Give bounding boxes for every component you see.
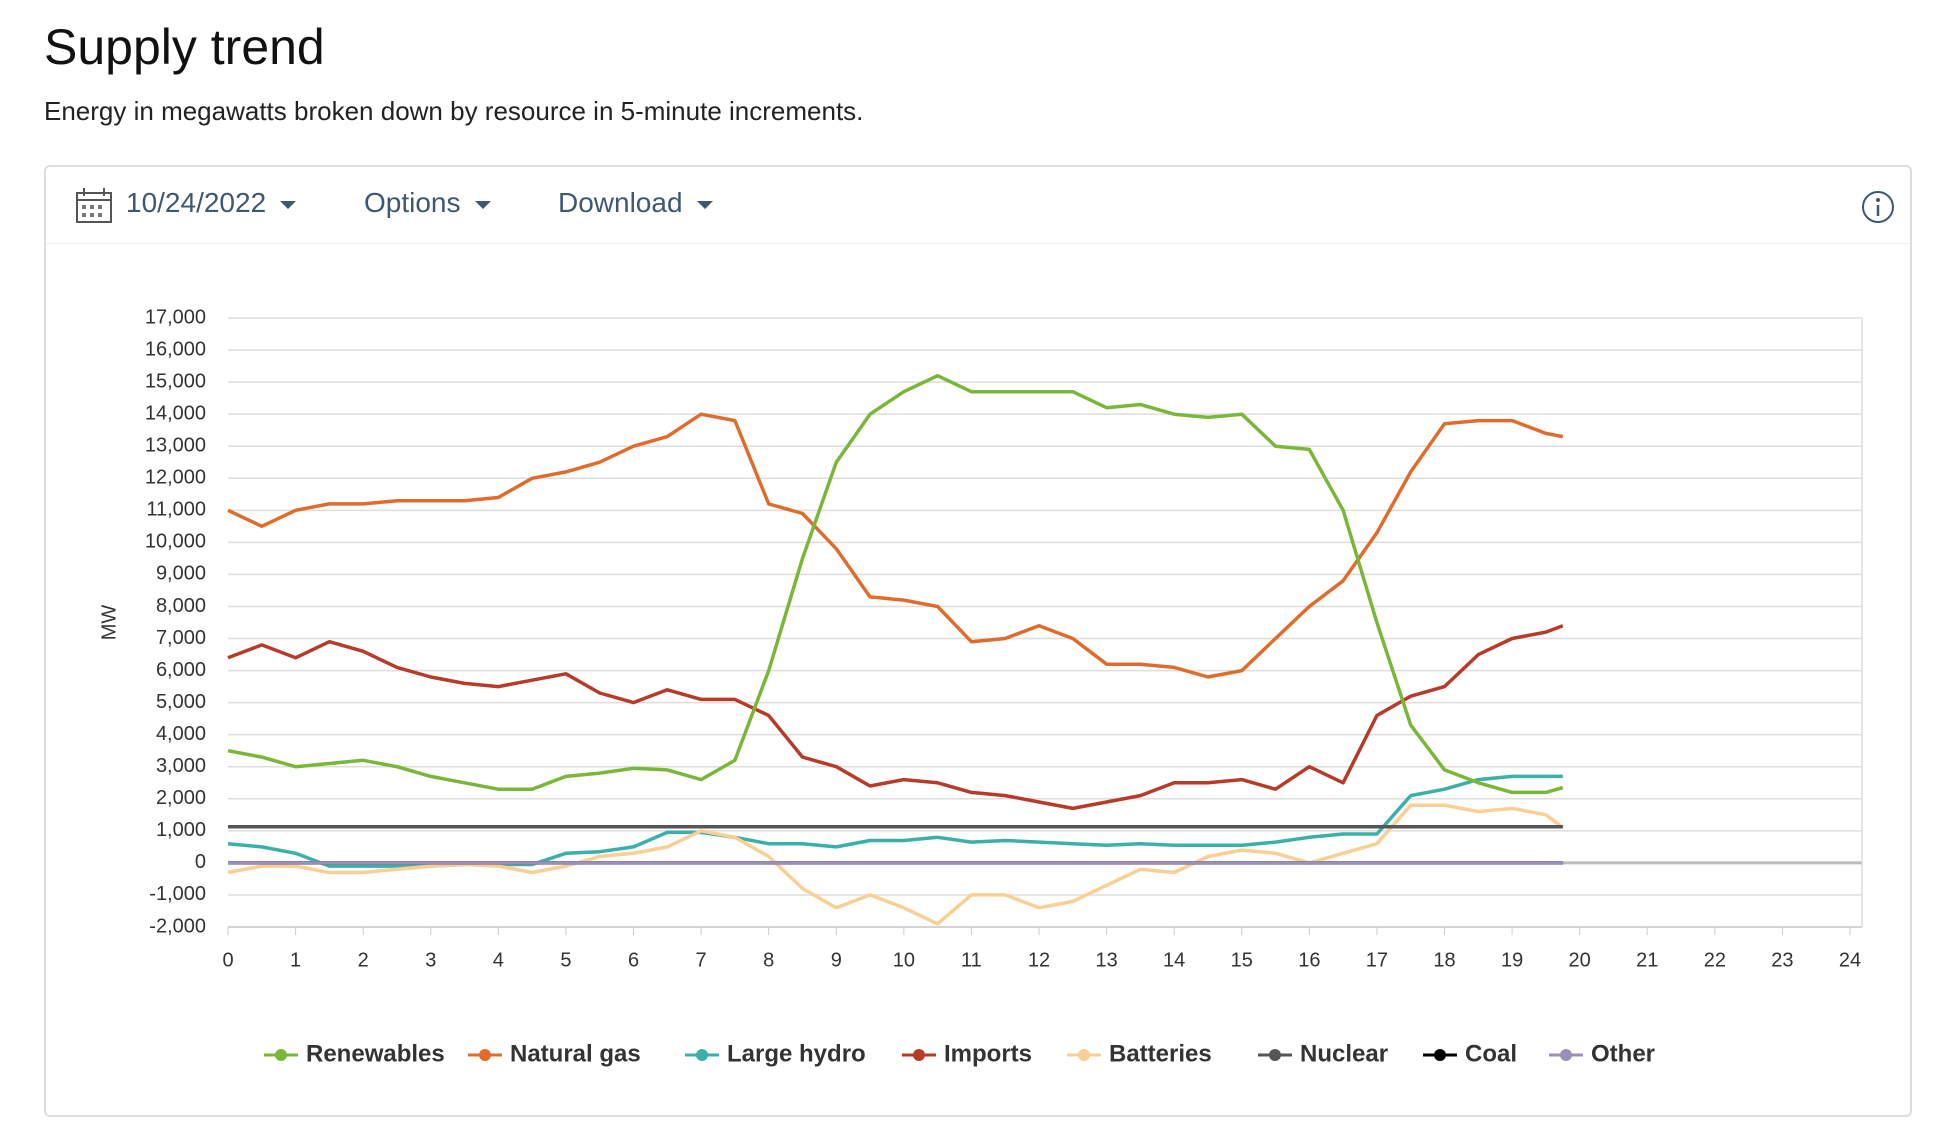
y-tick-label: 1,000: [156, 819, 206, 841]
legend-item[interactable]: Other: [1549, 1040, 1655, 1067]
x-tick-label: 24: [1839, 949, 1861, 971]
legend-label: Coal: [1465, 1040, 1517, 1067]
series-line: [227, 412, 1564, 679]
legend-label: Other: [1591, 1040, 1655, 1067]
x-tick-label: 20: [1569, 949, 1591, 971]
y-tick-label: 6,000: [156, 659, 206, 681]
legend-label: Batteries: [1109, 1040, 1212, 1067]
y-tick-label: 16,000: [145, 338, 206, 360]
x-tick-label: 12: [1028, 949, 1050, 971]
x-tick-label: 21: [1636, 949, 1658, 971]
y-tick-label: 15,000: [145, 370, 206, 392]
y-tick-label: 13,000: [145, 434, 206, 456]
legend-label: Large hydro: [727, 1040, 866, 1067]
x-tick-label: 6: [628, 949, 639, 971]
y-tick-label: 7,000: [156, 627, 206, 649]
legend-item[interactable]: Coal: [1423, 1040, 1517, 1067]
x-tick-label: 19: [1501, 949, 1523, 971]
y-tick-label: 4,000: [156, 723, 206, 745]
y-tick-label: 14,000: [145, 402, 206, 424]
legend-marker: [479, 1049, 491, 1061]
legend-marker: [1269, 1049, 1281, 1061]
y-tick-label: -1,000: [149, 883, 206, 905]
x-tick-label: 3: [425, 949, 436, 971]
y-tick-label: 0: [195, 851, 206, 873]
y-tick-label: 5,000: [156, 691, 206, 713]
x-tick-label: 13: [1095, 949, 1117, 971]
legend-item[interactable]: Imports: [902, 1040, 1032, 1067]
download-text: Download: [558, 187, 683, 218]
x-tick-label: 23: [1771, 949, 1793, 971]
x-tick-label: 15: [1231, 949, 1253, 971]
options-text: Options: [364, 187, 461, 218]
y-tick-label: -2,000: [149, 915, 206, 937]
legend-item[interactable]: Batteries: [1067, 1040, 1212, 1067]
legend-label: Natural gas: [510, 1040, 641, 1067]
legend-marker: [913, 1049, 925, 1061]
x-tick-label: 4: [493, 949, 504, 971]
date-picker[interactable]: 10/24/2022: [126, 187, 297, 219]
chart-card: 10/24/2022 Options Download: [44, 165, 1912, 1117]
series-line: [227, 803, 1564, 926]
legend-marker: [696, 1049, 708, 1061]
legend-label: Nuclear: [1300, 1040, 1388, 1067]
legend-marker: [275, 1049, 287, 1061]
info-icon[interactable]: [1860, 189, 1896, 225]
x-tick-label: 7: [696, 949, 707, 971]
x-tick-label: 1: [290, 949, 301, 971]
y-axis-label: MW: [98, 605, 120, 641]
x-tick-label: 5: [560, 949, 571, 971]
y-tick-label: 2,000: [156, 787, 206, 809]
y-tick-label: 8,000: [156, 595, 206, 617]
x-tick-label: 2: [358, 949, 369, 971]
legend-item[interactable]: Renewables: [264, 1040, 445, 1067]
legend-marker: [1560, 1049, 1572, 1061]
series-line: [227, 774, 1563, 868]
date-text: 10/24/2022: [126, 187, 267, 218]
y-tick-label: 12,000: [145, 467, 206, 489]
legend-item[interactable]: Large hydro: [685, 1040, 866, 1067]
legend-marker: [1434, 1049, 1446, 1061]
calendar-icon: [76, 188, 112, 223]
x-tick-label: 22: [1704, 949, 1726, 971]
y-tick-label: 11,000: [146, 499, 206, 521]
page-title: Supply trend: [44, 19, 325, 75]
legend-item[interactable]: Natural gas: [468, 1040, 641, 1067]
page-subtitle: Energy in megawatts broken down by resou…: [44, 96, 864, 126]
x-tick-label: 14: [1163, 949, 1185, 971]
series-line: [227, 373, 1564, 795]
legend-label: Imports: [944, 1040, 1032, 1067]
y-tick-label: 9,000: [156, 563, 206, 585]
x-tick-label: 10: [893, 949, 915, 971]
y-tick-label: 10,000: [145, 531, 206, 553]
x-tick-label: 17: [1366, 949, 1388, 971]
legend-label: Renewables: [306, 1040, 445, 1067]
series-line: [227, 624, 1564, 811]
x-tick-label: 9: [831, 949, 842, 971]
y-tick-label: 17,000: [145, 306, 206, 328]
x-tick-label: 0: [222, 949, 233, 971]
download-menu[interactable]: Download: [558, 187, 713, 219]
toolbar: 10/24/2022 Options Download: [46, 167, 1910, 244]
x-tick-label: 18: [1433, 949, 1455, 971]
legend-marker: [1078, 1049, 1090, 1061]
legend-item[interactable]: Nuclear: [1258, 1040, 1388, 1067]
x-tick-label: 11: [961, 949, 982, 971]
x-tick-label: 8: [763, 949, 774, 971]
x-tick-label: 16: [1298, 949, 1320, 971]
y-tick-label: 3,000: [156, 755, 206, 777]
options-menu[interactable]: Options: [364, 187, 491, 219]
